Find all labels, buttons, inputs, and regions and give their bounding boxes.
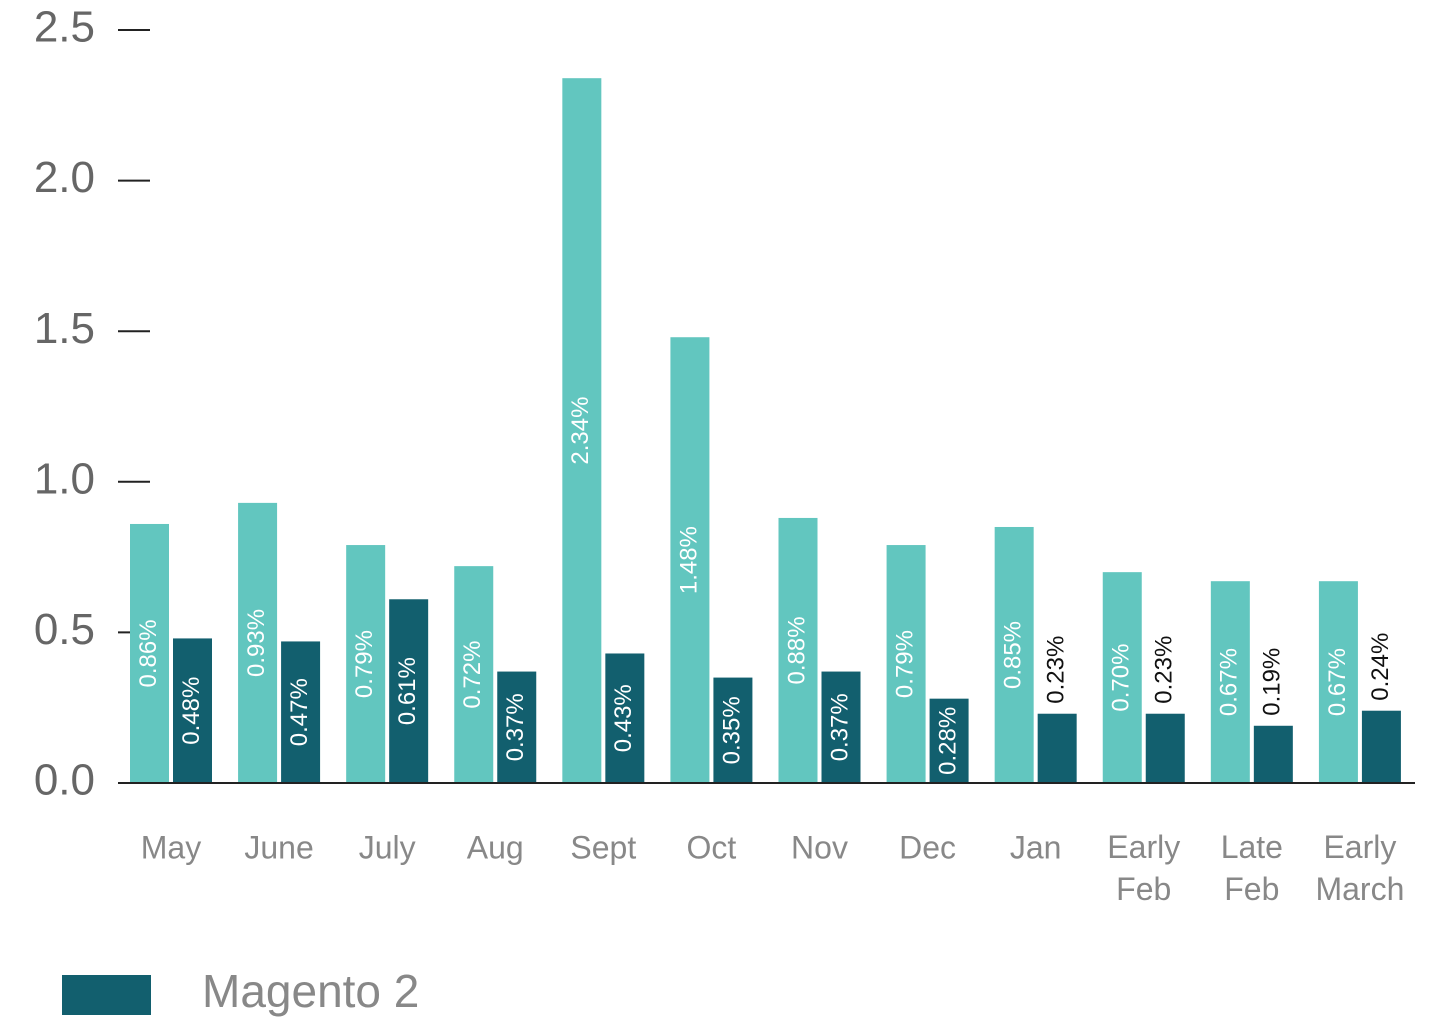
y-tick-label: 1.5 bbox=[34, 304, 95, 353]
value-label: 2.34% bbox=[567, 397, 594, 465]
value-label: 0.37% bbox=[502, 693, 529, 761]
value-label: 0.67% bbox=[1324, 648, 1351, 716]
value-label: 0.61% bbox=[394, 657, 421, 725]
bar bbox=[670, 337, 710, 783]
x-tick-label: Dec bbox=[899, 829, 956, 865]
value-label: 0.93% bbox=[243, 609, 270, 677]
bar bbox=[281, 641, 321, 783]
value-label: 0.48% bbox=[178, 677, 205, 745]
value-label: 0.85% bbox=[1000, 621, 1027, 689]
value-label: 0.72% bbox=[459, 641, 486, 709]
bar bbox=[886, 545, 926, 783]
y-tick-label: 2.5 bbox=[34, 3, 95, 52]
bar bbox=[389, 599, 429, 783]
x-tick-label: Sept bbox=[570, 829, 636, 865]
bar bbox=[1210, 581, 1250, 783]
value-label: 0.35% bbox=[718, 696, 745, 764]
bar bbox=[994, 526, 1034, 783]
x-tick-label: Jan bbox=[1010, 829, 1062, 865]
bar bbox=[605, 653, 645, 783]
bar bbox=[1145, 713, 1185, 783]
y-tick-label: 0.5 bbox=[34, 605, 95, 654]
value-label: 1.48% bbox=[675, 526, 702, 594]
bar bbox=[562, 78, 602, 783]
bar bbox=[497, 671, 537, 783]
value-label: 0.79% bbox=[891, 630, 918, 698]
value-label: 0.23% bbox=[1043, 636, 1070, 704]
bar bbox=[454, 566, 494, 783]
bar bbox=[238, 502, 278, 783]
x-tick-label: Early Feb bbox=[1107, 829, 1180, 907]
legend-label: Magento 2 bbox=[202, 965, 419, 1017]
y-tick-label: 1.0 bbox=[34, 454, 95, 503]
bar bbox=[821, 671, 861, 783]
value-label: 0.67% bbox=[1216, 648, 1243, 716]
y-tick-label: 0.0 bbox=[34, 756, 95, 805]
bar bbox=[130, 523, 169, 783]
bar bbox=[173, 638, 212, 783]
bar bbox=[346, 545, 386, 783]
x-tick-label: Late Feb bbox=[1221, 829, 1283, 907]
bar bbox=[929, 698, 969, 783]
value-label: 0.23% bbox=[1151, 636, 1178, 704]
bar bbox=[1361, 710, 1401, 783]
value-label: 0.24% bbox=[1367, 633, 1394, 701]
bar bbox=[1253, 725, 1293, 783]
x-tick-label: Early March bbox=[1315, 829, 1404, 907]
y-tick-label: 2.0 bbox=[34, 153, 95, 202]
bar bbox=[713, 677, 753, 783]
value-label: 0.79% bbox=[351, 630, 378, 698]
value-label: 0.86% bbox=[135, 619, 162, 687]
x-tick-label: May bbox=[141, 829, 201, 865]
x-tick-label: July bbox=[359, 829, 416, 865]
value-label: 0.19% bbox=[1259, 648, 1286, 716]
bar bbox=[1037, 713, 1077, 783]
value-label: 0.70% bbox=[1108, 644, 1135, 712]
value-label: 0.88% bbox=[783, 616, 810, 684]
x-tick-label: Aug bbox=[467, 829, 524, 865]
bar bbox=[1318, 581, 1358, 783]
x-tick-label: Oct bbox=[687, 829, 737, 865]
x-tick-label: Nov bbox=[791, 829, 848, 865]
legend-swatch bbox=[62, 975, 151, 1015]
bar bbox=[778, 517, 818, 783]
value-label: 0.43% bbox=[610, 684, 637, 752]
bar bbox=[1102, 572, 1142, 783]
value-label: 0.37% bbox=[826, 693, 853, 761]
value-label: 0.47% bbox=[286, 678, 313, 746]
x-tick-label: June bbox=[244, 829, 313, 865]
value-label: 0.28% bbox=[934, 707, 961, 775]
